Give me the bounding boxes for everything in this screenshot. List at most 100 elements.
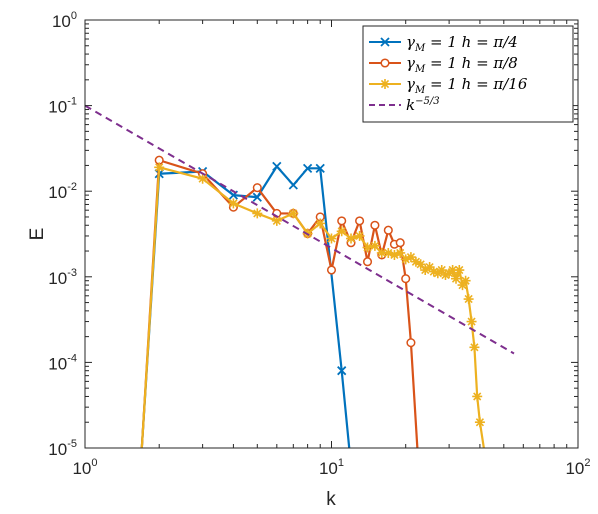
- series-2-point: [252, 208, 263, 219]
- series-2-point: [440, 269, 451, 280]
- legend-label-0: γM = 1 h = π/4: [406, 33, 518, 54]
- y-tick-label-base: 10: [48, 98, 67, 117]
- series-line-3: [85, 104, 515, 355]
- legend-entry-2: γM = 1 h = π/16: [369, 75, 528, 96]
- series-2-point: [454, 265, 465, 276]
- series-0-point: [252, 192, 262, 202]
- legend-marker-1: [380, 58, 390, 68]
- series-2-point: [436, 265, 447, 276]
- y-tick-label-exp: -5: [67, 438, 77, 450]
- legend: γM = 1 h = π/4γM = 1 h = π/8γM = 1 h = π…: [362, 25, 574, 123]
- series-2-point: [432, 268, 443, 279]
- y-tick-label-exp: -3: [67, 267, 77, 279]
- series-2-point: [447, 265, 458, 276]
- series-0-point: [288, 180, 298, 190]
- legend-label-1: γM = 1 h = π/8: [406, 54, 518, 75]
- legend-entry-1: γM = 1 h = π/8: [369, 54, 518, 75]
- series-2-point: [424, 262, 435, 273]
- y-tick-label: 100: [52, 10, 77, 31]
- series-2-point: [405, 252, 416, 263]
- legend-sub: M: [414, 64, 426, 75]
- legend-marker-0: [380, 37, 390, 47]
- legend-rest: = 1 h = π/8: [425, 54, 518, 72]
- y-tick-label-exp: -1: [67, 96, 77, 108]
- series-3: [85, 104, 515, 355]
- series-2-point: [469, 342, 480, 353]
- series-1-point: [406, 338, 416, 348]
- series-2-point: [383, 247, 394, 258]
- legend-label-3: k−5/3: [406, 96, 440, 114]
- series-2-point: [326, 233, 337, 244]
- series-2-point: [395, 247, 406, 258]
- series-2-point: [400, 254, 411, 265]
- y-tick-label: 10-3: [48, 267, 77, 288]
- series-0: [140, 161, 351, 448]
- series-2-point: [369, 240, 380, 251]
- series-1-point: [252, 183, 262, 193]
- legend-base: k: [406, 96, 415, 114]
- series-2-point: [354, 230, 365, 241]
- legend-rest: = 1 h = π/16: [425, 75, 528, 93]
- series-1-point: [337, 216, 347, 226]
- x-tick-label-exp: 2: [584, 457, 590, 469]
- y-tick-label: 10-5: [48, 438, 77, 459]
- series-1-point: [370, 220, 380, 230]
- x-tick-label-exp: 0: [91, 457, 97, 469]
- y-tick-label-base: 10: [48, 183, 67, 202]
- series-2-point: [288, 208, 299, 219]
- legend-gamma: γ: [406, 75, 415, 93]
- y-tick-label-exp: -2: [67, 181, 77, 193]
- series-0-point: [272, 161, 282, 172]
- series-1-point: [383, 225, 393, 235]
- series-2-point: [451, 273, 462, 284]
- series-2-point: [463, 294, 474, 305]
- series-2-point: [457, 280, 468, 291]
- y-axis-label: E: [27, 228, 48, 241]
- x-tick-label: 101: [319, 457, 344, 478]
- legend-gamma: γ: [406, 33, 415, 51]
- x-tick-label-base: 10: [565, 459, 584, 478]
- series-2-point: [228, 198, 239, 209]
- y-tick-label-base: 10: [48, 354, 67, 373]
- series-2-point: [336, 226, 347, 237]
- x-tick-label: 100: [72, 457, 97, 478]
- legend-entry-3: k−5/3: [369, 96, 440, 114]
- series-layer: [85, 104, 515, 448]
- y-tick-label-base: 10: [52, 12, 71, 31]
- series-2-point: [362, 242, 373, 253]
- y-tick-label: 10-4: [48, 352, 77, 373]
- series-2-point: [315, 218, 326, 229]
- series-2-point: [460, 275, 471, 286]
- legend-exp: −5/3: [415, 96, 439, 107]
- legend-sub: M: [414, 43, 426, 54]
- series-0-point: [315, 163, 325, 173]
- y-tick-label: 10-1: [48, 96, 77, 117]
- x-tick-label-base: 10: [319, 459, 338, 478]
- x-axis-label: k: [326, 489, 336, 510]
- series-2-point: [420, 265, 431, 276]
- series-2-point: [415, 259, 426, 270]
- series-1-point: [326, 265, 337, 275]
- series-2-point: [376, 247, 387, 258]
- y-tick-label: 10-2: [48, 181, 77, 202]
- series-2-point: [346, 233, 357, 244]
- legend-rest: = 1 h = π/4: [425, 33, 518, 51]
- series-0-point: [302, 163, 313, 173]
- series-0-point: [337, 366, 347, 376]
- series-2-point: [197, 173, 208, 184]
- series-1-point: [362, 257, 373, 267]
- series-2-point: [472, 391, 483, 402]
- legend-entry-0: γM = 1 h = π/4: [369, 33, 518, 54]
- legend-marker-2: [380, 79, 390, 89]
- y-tick-label-exp: 0: [71, 10, 77, 22]
- y-tick-label-base: 10: [48, 440, 67, 459]
- series-2-point: [428, 266, 439, 277]
- y-tick-label-base: 10: [48, 269, 67, 288]
- legend-sub: M: [414, 85, 426, 96]
- series-2-point: [410, 256, 421, 267]
- series-1-point: [395, 238, 405, 248]
- series-2-point: [466, 316, 477, 327]
- series-2-point: [154, 162, 165, 173]
